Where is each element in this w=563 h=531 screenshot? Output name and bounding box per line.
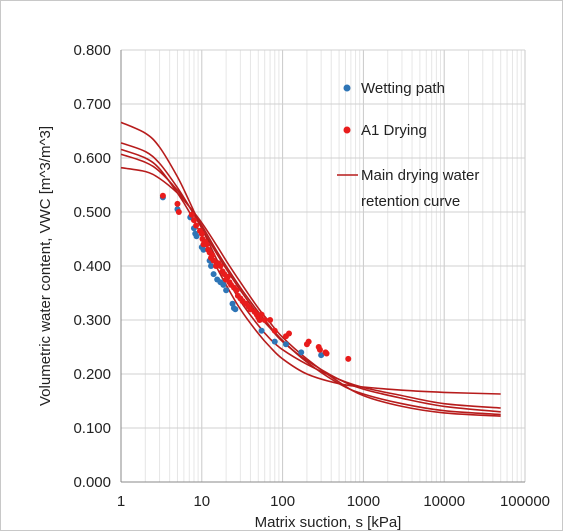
wetting-path-point [193,233,200,240]
x-tick-label: 10000 [423,493,465,510]
a1-drying-point [261,317,268,323]
drying-curves [120,121,501,417]
a1-drying-point [209,252,216,259]
y-axis-label: Volumetric water content, VWC [m^3/m^3] [37,126,54,406]
x-tick-label: 100 [270,493,295,510]
y-tick-label: 0.100 [73,420,111,437]
a1-drying-point [198,230,205,237]
axes [120,50,525,483]
wetting-path-point [318,352,325,359]
legend-label-a1-drying: A1 Drying [361,122,427,139]
y-tick-label: 0.400 [73,258,111,275]
wetting-path-point [220,281,227,288]
x-tick-label: 10 [193,493,210,510]
a1-drying-point [323,350,330,357]
a1-drying-point [305,338,312,345]
main-drying-curve-line [120,121,501,409]
wetting-path-point [271,338,278,345]
a1-drying-point [224,273,231,280]
main-drying-curve-line [120,166,501,417]
main-drying-curve-line [120,142,501,413]
a1-drying-point [285,330,292,337]
y-tick-label: 0.000 [73,474,111,491]
a1-drying-point [210,257,217,264]
x-tick-label: 1000 [347,493,380,510]
x-tick-label: 1 [117,493,125,510]
y-tick-label: 0.700 [73,96,111,113]
wetting-path-point [208,263,215,269]
wetting-path-point [258,327,265,334]
wetting-path-point [298,349,305,356]
legend-label-main-drying-line1: Main drying water [361,167,479,184]
a1-drying-point [271,327,278,334]
y-tick-label: 0.800 [73,42,111,59]
a1-drying-point [233,287,240,294]
a1-drying-point [190,217,197,224]
wetting-path-point [200,246,207,253]
y-tick-label: 0.200 [73,366,111,383]
a1-drying-point [174,200,181,207]
legend-label-wetting-path: Wetting path [361,80,445,97]
y-tick-label: 0.500 [73,204,111,221]
wetting-path-point [223,287,230,294]
wetting-path-point [232,306,239,313]
a1-drying-point [345,355,352,362]
legend-label-main-drying-line2: retention curve [361,193,460,210]
a1-drying-point [267,317,274,323]
grid-lines [120,49,526,483]
a1-drying-point [256,317,263,323]
legend-marker-a1-drying [343,126,351,134]
y-tick-label: 0.600 [73,150,111,167]
a1-drying-point [193,222,200,229]
a1-drying-point [159,192,166,199]
wetting-path-point [210,271,217,278]
data-points [159,192,352,362]
a1-drying-point [316,346,323,353]
a1-drying-point [258,311,265,318]
x-axis-label: Matrix suction, s [kPa] [255,514,402,531]
y-tick-label: 0.300 [73,312,111,329]
main-drying-curve-line [120,153,501,416]
a1-drying-point [217,263,224,269]
legend: Wetting path A1 Drying Main drying water… [337,80,479,210]
wetting-path-point [282,341,289,348]
a1-drying-point [188,211,195,218]
x-tick-label: 100000 [500,493,550,510]
a1-drying-point [203,241,210,248]
a1-drying-point [175,209,182,215]
tick-labels: 0.000 0.100 0.200 0.300 0.400 0.500 0.600 0.700… [73,42,550,510]
legend-marker-wetting-path [343,84,351,92]
